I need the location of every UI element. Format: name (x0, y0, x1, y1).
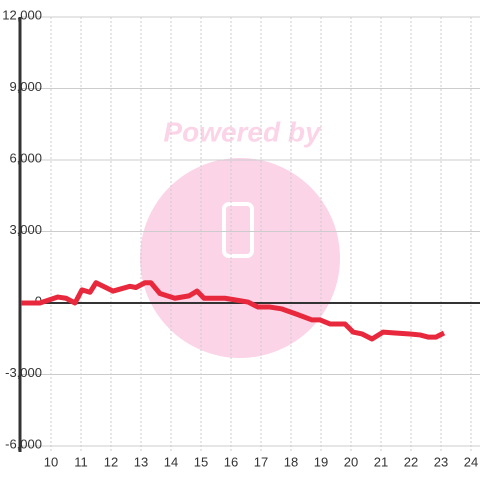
y-tick-label: -3,000 (5, 365, 42, 380)
y-tick-label: -6,000 (5, 436, 42, 451)
y-tick-label: 6,000 (9, 150, 42, 165)
x-tick-label: 23 (434, 454, 448, 469)
watermark-icon (222, 202, 254, 258)
x-tick-label: 14 (164, 454, 178, 469)
x-tick-label: 18 (284, 454, 298, 469)
x-tick-label: 11 (74, 454, 88, 469)
y-tick-label: 12,000 (2, 7, 42, 22)
x-tick-label: 19 (314, 454, 328, 469)
y-tick-label: 9,000 (9, 79, 42, 94)
y-tick-label: 3,000 (9, 222, 42, 237)
x-tick-label: 21 (374, 454, 388, 469)
watermark-text: Powered by (163, 116, 322, 147)
x-tick-label: 17 (254, 454, 268, 469)
x-tick-label: 12 (104, 454, 118, 469)
x-tick-label: 20 (344, 454, 358, 469)
x-tick-label: 15 (194, 454, 208, 469)
x-tick-label: 10 (44, 454, 58, 469)
data-line (21, 280, 446, 342)
x-tick-label: 24 (464, 454, 478, 469)
x-tick-label: 22 (404, 454, 418, 469)
x-tick-label: 16 (224, 454, 238, 469)
x-tick-label: 13 (134, 454, 148, 469)
